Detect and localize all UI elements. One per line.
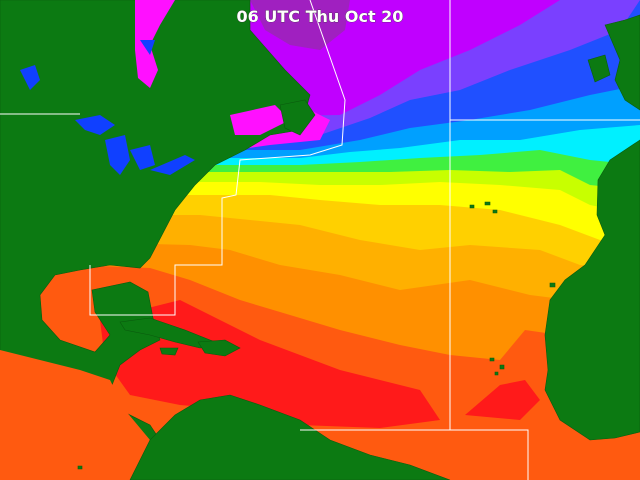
islands [77,201,556,470]
map-title: 06 UTC Thu Oct 20 [237,7,404,26]
boundary [449,0,529,480]
hudson-bay [135,0,175,88]
jamaica [159,347,179,356]
great-lakes [20,40,195,175]
newfoundland [279,99,316,136]
pacific [0,350,165,480]
ocean-purple [250,0,350,50]
europe [587,14,640,111]
boundary [89,0,346,316]
gulf-st-lawrence [230,105,290,135]
africa [544,139,640,441]
ocean-red-east [465,380,540,420]
south-america [129,394,451,480]
hispaniola [197,339,241,357]
